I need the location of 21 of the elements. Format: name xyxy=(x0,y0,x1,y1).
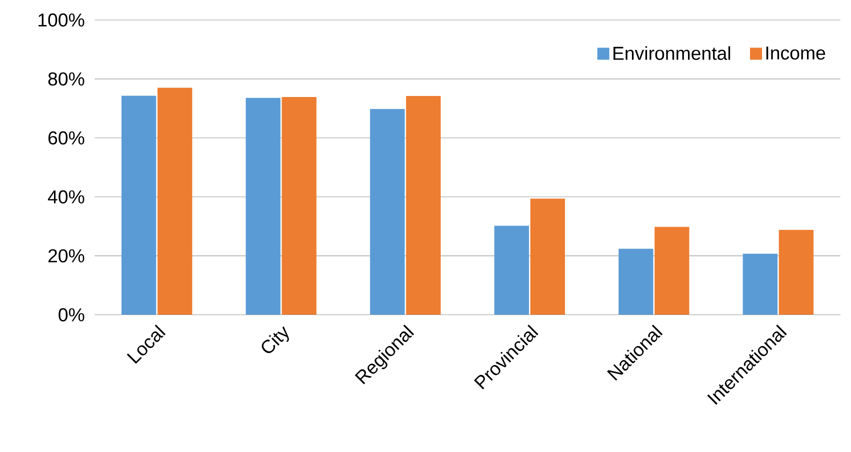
bar xyxy=(742,254,778,315)
bar xyxy=(406,96,441,315)
y-tick-label: 0% xyxy=(58,308,84,322)
bar xyxy=(530,198,565,315)
bar xyxy=(282,96,316,315)
y-tick-label: 100% xyxy=(38,13,84,27)
y-tick-label: 60% xyxy=(48,131,84,144)
bar xyxy=(654,226,690,315)
y-tick-label: 20% xyxy=(48,249,84,262)
bar xyxy=(494,226,529,315)
x-tick-label: City xyxy=(262,326,289,353)
bar xyxy=(778,230,814,315)
bar xyxy=(370,108,405,315)
y-tick-label: 40% xyxy=(48,190,84,204)
bar xyxy=(158,88,192,315)
y-tick-label: 80% xyxy=(48,72,84,86)
legend-label: Income xyxy=(766,46,826,60)
bar xyxy=(618,248,654,315)
bar xyxy=(246,98,280,315)
bar xyxy=(122,96,156,315)
legend-label: Environmental xyxy=(614,46,730,60)
